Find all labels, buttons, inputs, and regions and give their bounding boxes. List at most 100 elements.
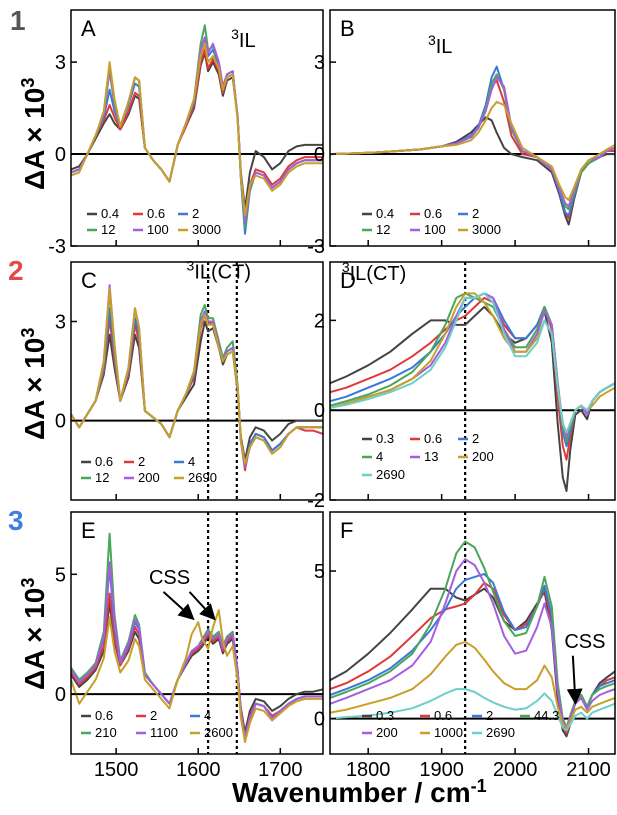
legend-label: 12 <box>376 222 390 237</box>
panel-letter: D <box>340 268 356 293</box>
legend-entry: 0.6 <box>410 431 442 446</box>
plot-frame <box>70 511 324 755</box>
band-annotation: 3IL <box>231 26 255 52</box>
legend-entry: 0.6 <box>81 708 113 723</box>
legend-entry: 0.3 <box>362 708 394 723</box>
legend-entry: 13 <box>410 449 438 464</box>
x-tick-label: 1700 <box>258 759 303 781</box>
legend-label: 100 <box>147 222 169 237</box>
row-label-3: 3 <box>8 505 24 536</box>
x-tick-label: 1600 <box>176 759 221 781</box>
legend-entry: 2690 <box>174 470 217 485</box>
y-tick-label: 0 <box>314 709 325 731</box>
legend-entry: 2690 <box>472 725 515 740</box>
legend-entry: 4 <box>174 454 195 469</box>
band-annotation: 3IL(CT) <box>342 259 406 285</box>
series-line-2690 <box>71 287 323 465</box>
legend-label: 2 <box>472 431 479 446</box>
y-tick-label: 0 <box>55 144 66 166</box>
arrow-icon <box>566 655 583 705</box>
plot-frame <box>70 9 324 247</box>
series-line-2690 <box>330 688 615 732</box>
legend-entry: 0.4 <box>87 206 119 221</box>
x-axis-title: Wavenumber / cm-1 <box>232 776 487 808</box>
legend-label: 2600 <box>204 725 233 740</box>
plot-frame <box>329 511 616 755</box>
y-tick-label: -3 <box>48 236 66 258</box>
arrow-icon <box>162 591 195 621</box>
series-line-1000 <box>330 640 615 729</box>
panel-letter: C <box>81 268 97 293</box>
legend-entry: 2 <box>136 708 157 723</box>
y-tick-label: 3 <box>55 312 66 334</box>
legend-entry: 0.4 <box>362 206 394 221</box>
y-tick-label: 3 <box>314 52 325 74</box>
legend-label: 200 <box>472 449 494 464</box>
legend-entry: 3000 <box>458 222 501 237</box>
arrow-icon <box>188 591 216 621</box>
y-axis-title-row1: ΔA × 103 <box>18 78 50 190</box>
legend-label: 0.6 <box>424 431 442 446</box>
series-line-3000 <box>330 100 615 201</box>
legend-label: 0.6 <box>424 206 442 221</box>
legend-label: 3000 <box>192 222 221 237</box>
legend-entry: 100 <box>410 222 446 237</box>
y-tick-label: -2 <box>307 490 325 512</box>
legend-label: 0.3 <box>376 431 394 446</box>
series-line-44.3 <box>330 540 615 729</box>
legend-label: 4 <box>204 708 211 723</box>
series-line-2600 <box>71 609 323 743</box>
legend-label: 100 <box>424 222 446 237</box>
y-tick-label: 3 <box>55 52 66 74</box>
legend-label: 12 <box>95 470 109 485</box>
legend-entry: 4 <box>190 708 211 723</box>
legend-label: 12 <box>101 222 115 237</box>
legend-label: 0.3 <box>376 708 394 723</box>
legend-label: 44.3 <box>534 708 559 723</box>
legend-label: 1000 <box>434 725 463 740</box>
legend-entry: 2690 <box>362 467 405 482</box>
panel-E: 0 5 1500 1600 1700 E CSS 0.6 2 4 210 1100 2600 <box>55 511 324 781</box>
legend-label: 0.4 <box>101 206 119 221</box>
legend-entry: 100 <box>133 222 169 237</box>
legend-label: 2690 <box>188 470 217 485</box>
legend-entry: 0.6 <box>410 206 442 221</box>
legend-label: 0.6 <box>95 708 113 723</box>
band-annotation: 3IL(CT) <box>187 258 251 284</box>
legend-entry: 2 <box>178 206 199 221</box>
legend-entry: 2 <box>124 454 145 469</box>
y-tick-label: 0 <box>314 400 325 422</box>
legend-entry: 3000 <box>178 222 221 237</box>
legend-entry: 2 <box>472 708 493 723</box>
row-label-1: 1 <box>10 5 26 36</box>
panel-C: 0 3C 3IL(CT) 0.6 2 4 12 200 2690 <box>55 258 324 501</box>
legend-entry: 12 <box>362 222 390 237</box>
plot-frame <box>329 9 616 247</box>
series-line-12 <box>71 24 323 229</box>
legend-entry: 12 <box>87 222 115 237</box>
y-tick-label: 0 <box>55 411 66 433</box>
panel-letter: B <box>340 16 355 41</box>
legend-label: 2690 <box>486 725 515 740</box>
legend-entry: 0.6 <box>133 206 165 221</box>
series-line-1100 <box>71 561 323 739</box>
legend-entry: 210 <box>81 725 117 740</box>
x-tick-label: 2000 <box>493 759 538 781</box>
series-line-2690 <box>330 292 615 434</box>
legend-entry: 0.6 <box>420 708 452 723</box>
legend-entry: 0.3 <box>362 431 394 446</box>
y-tick-label: 5 <box>314 561 325 583</box>
series-line-12 <box>330 73 615 211</box>
legend-label: 200 <box>376 725 398 740</box>
legend-label: 0.6 <box>434 708 452 723</box>
panel-letter: E <box>81 518 96 543</box>
legend-label: 0.6 <box>95 454 113 469</box>
plot-frame <box>329 261 616 501</box>
x-tick-label: 2100 <box>566 759 611 781</box>
x-tick-label: 1900 <box>419 759 464 781</box>
series-line-200 <box>330 558 615 729</box>
legend-label: 3000 <box>472 222 501 237</box>
y-tick-label: 0 <box>314 144 325 166</box>
